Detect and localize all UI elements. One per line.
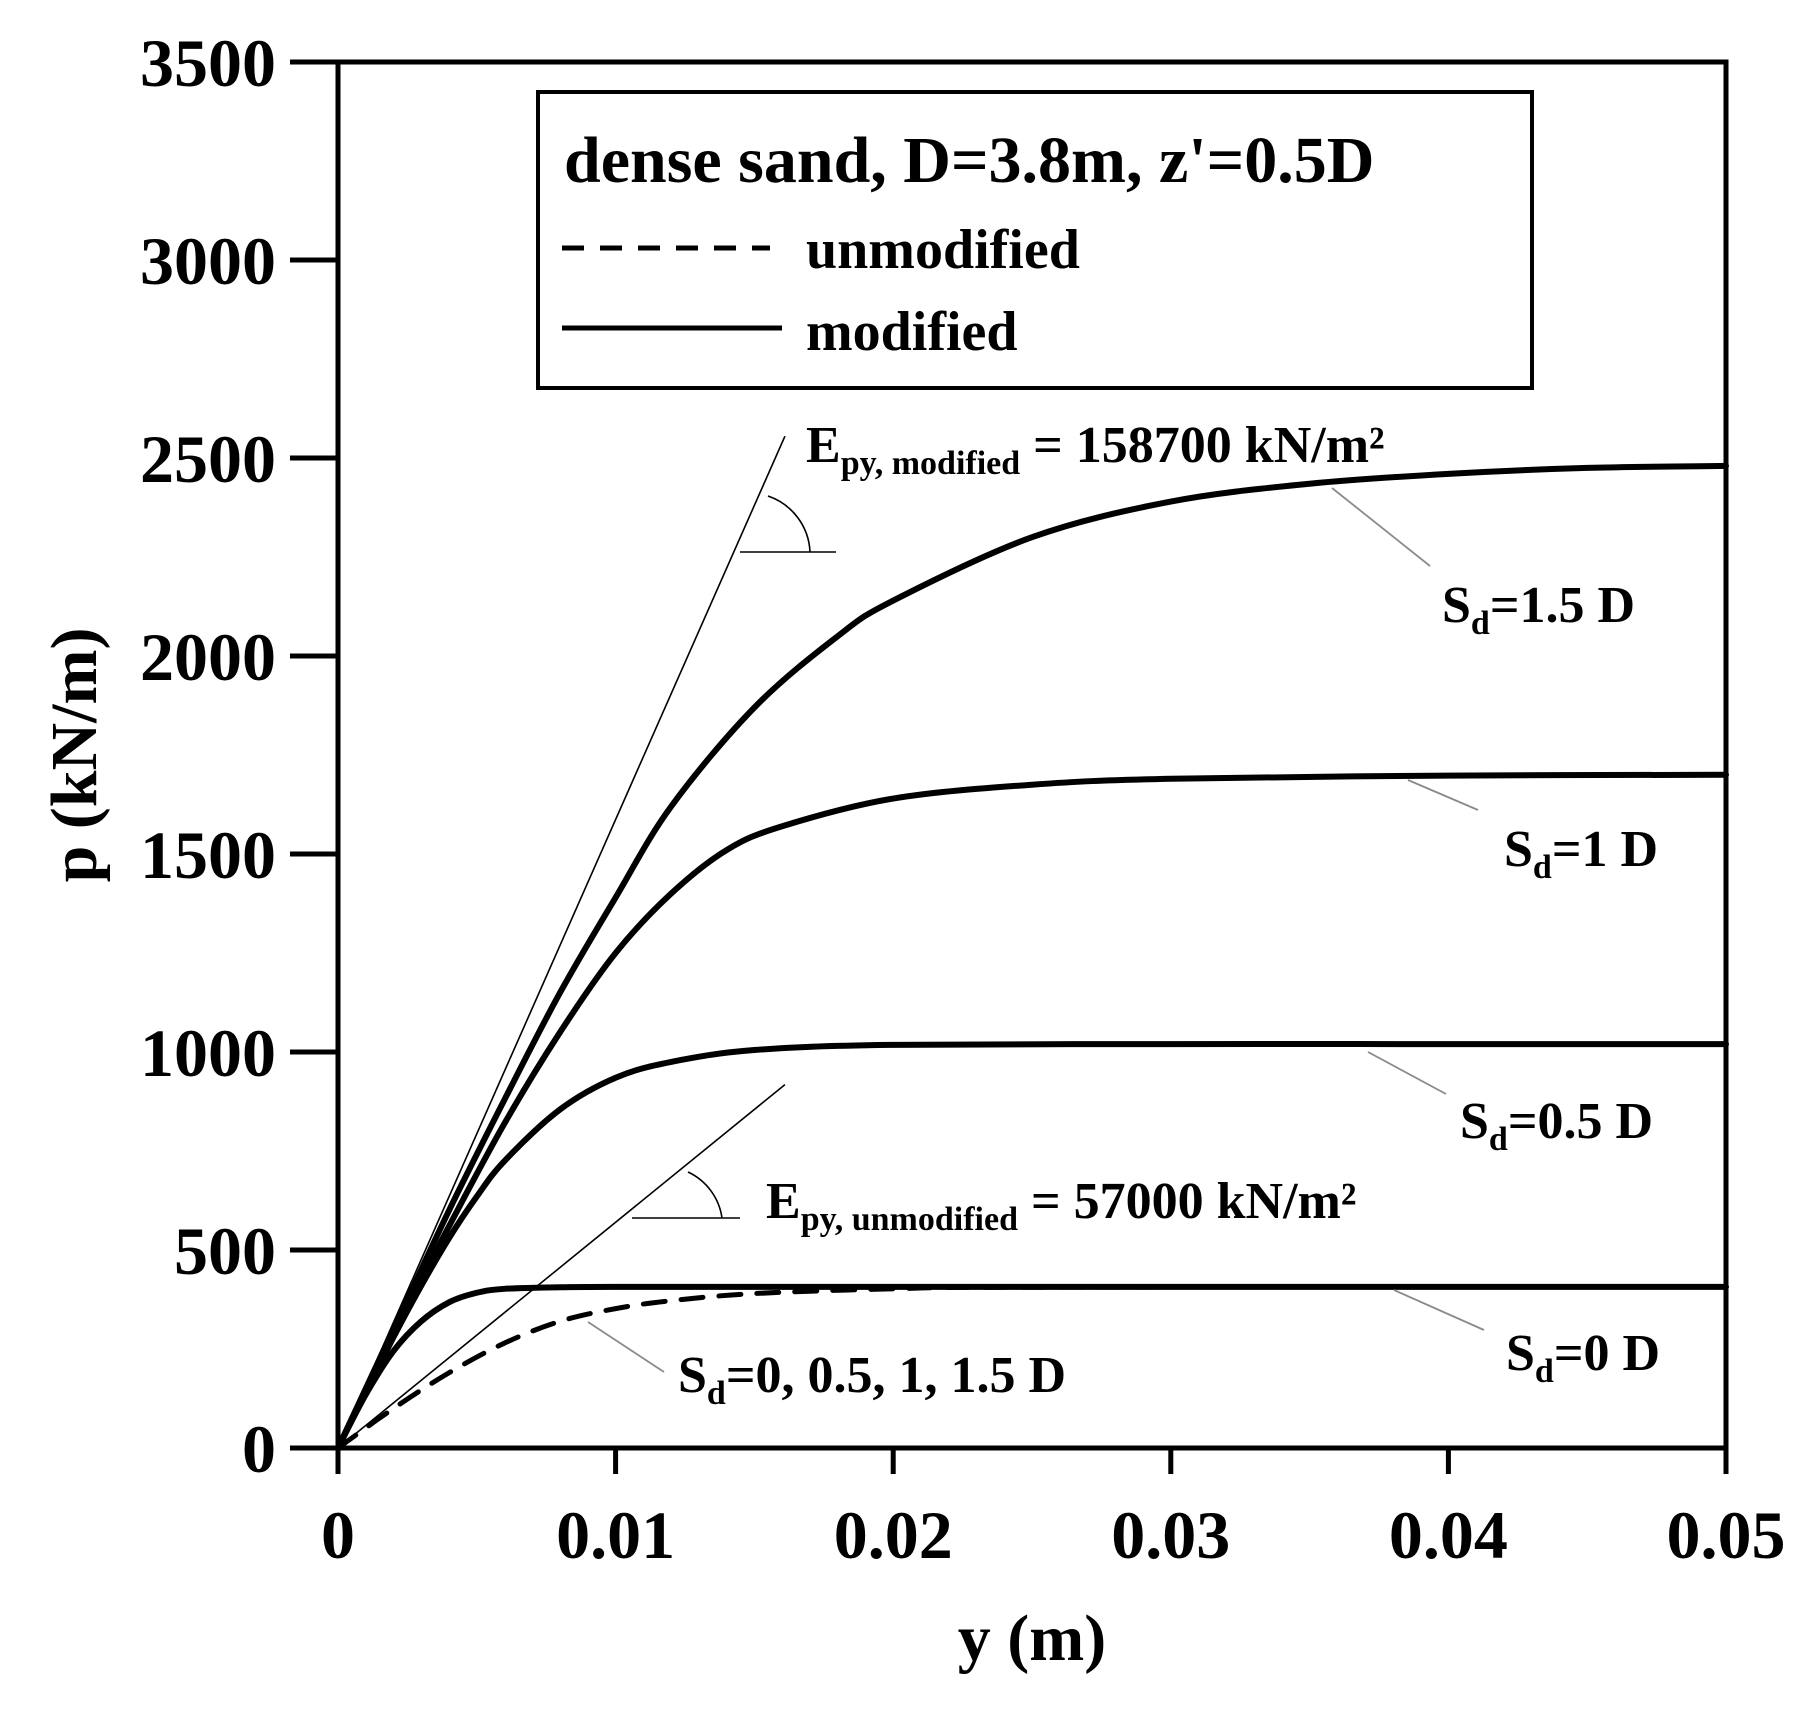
angle-arc-unmodified	[632, 1171, 740, 1219]
legend: dense sand, D=3.8m, z'=0.5D unmodified m…	[536, 90, 1534, 390]
annotation-sd-0-sub: d	[1535, 1353, 1554, 1390]
annotation-sd-0-5: Sd=0.5 D	[1460, 1093, 1653, 1158]
legend-title: dense sand, D=3.8m, z'=0.5D	[564, 124, 1374, 197]
annotation-epy-unmodified-sub: py, unmodified	[801, 1201, 1018, 1238]
series-group	[335, 462, 1729, 1451]
x-axis-title: y (m)	[958, 1602, 1106, 1675]
x-tick-label: 0	[321, 1497, 355, 1573]
series-modified-line-1	[335, 1041, 1729, 1451]
series-unmodified-line	[335, 1284, 1729, 1451]
annotation-sd-unmodified-main: S	[678, 1347, 707, 1404]
annotation-epy-unmodified-rest: = 57000 kN/m²	[1018, 1173, 1356, 1230]
legend-label-unmodified: unmodified	[806, 219, 1080, 281]
leader-line-sd-0	[1393, 1289, 1485, 1331]
annotation-sd-0-5-rest: =0.5 D	[1508, 1093, 1653, 1150]
series-modified-line-3	[335, 462, 1729, 1451]
slope-lines	[337, 435, 786, 1449]
y-tick-label: 2000	[140, 619, 276, 695]
x-axis-ticks: 0 0.01 0.02 0.03 0.04 0.05	[321, 1448, 1786, 1573]
x-tick-label: 0.05	[1667, 1497, 1786, 1573]
annotation-sd-1-5-main: S	[1442, 577, 1471, 634]
annotation-sd-1-5-sub: d	[1471, 605, 1490, 642]
annotation-sd-unmodified: Sd=0, 0.5, 1, 1.5 D	[678, 1347, 1066, 1412]
y-tick-label: 3500	[140, 25, 276, 101]
x-tick-label: 0.04	[1389, 1497, 1508, 1573]
y-tick-label: 3000	[140, 223, 276, 299]
leader-line-sd-1-5	[1331, 487, 1431, 567]
leader-line-sd-1	[1407, 779, 1479, 811]
annotation-epy-modified: Epy, modified = 158700 kN/m²	[806, 417, 1385, 482]
annotation-epy-unmodified-main: E	[766, 1173, 801, 1230]
annotation-sd-0-main: S	[1506, 1325, 1535, 1382]
annotation-sd-1: Sd=1 D	[1504, 821, 1658, 886]
annotation-sd-0: Sd=0 D	[1506, 1325, 1660, 1390]
annotation-sd-1-5-rest: =1.5 D	[1490, 577, 1635, 634]
annotation-sd-1-main: S	[1504, 821, 1533, 878]
y-tick-label: 1500	[140, 817, 276, 893]
annotation-epy-modified-main: E	[806, 417, 841, 474]
series-modified-line-2	[335, 771, 1729, 1451]
x-tick-label: 0.02	[834, 1497, 953, 1573]
leader-line-sd-unmodified	[587, 1321, 665, 1373]
x-tick-label: 0.03	[1111, 1497, 1230, 1573]
leader-line-sd-0-5	[1367, 1051, 1447, 1095]
annotation-sd-0-5-sub: d	[1489, 1121, 1508, 1158]
plot-frame	[335, 59, 1729, 1451]
y-tick-label: 2500	[140, 421, 276, 497]
annotation-sd-unmodified-rest: =0, 0.5, 1, 1.5 D	[726, 1347, 1066, 1404]
x-tick-label: 0.01	[556, 1497, 675, 1573]
y-axis-title: p (kN/m)	[38, 628, 111, 883]
annotation-sd-0-5-main: S	[1460, 1093, 1489, 1150]
annotation-epy-unmodified: Epy, unmodified = 57000 kN/m²	[766, 1173, 1356, 1238]
legend-label-modified: modified	[806, 301, 1018, 363]
annotation-sd-1-rest: =1 D	[1552, 821, 1658, 878]
y-axis-ticks: 0 500 1000 1500 2000 2500 3000 3500	[140, 25, 338, 1487]
slope-line-modified	[337, 435, 786, 1449]
annotation-sd-0-rest: =0 D	[1554, 1325, 1660, 1382]
legend-box	[536, 90, 1534, 390]
annotation-epy-modified-rest: = 158700 kN/m²	[1020, 417, 1384, 474]
y-tick-label: 500	[174, 1213, 276, 1289]
annotation-epy-modified-sub: py, modified	[841, 445, 1021, 482]
annotation-sd-1-sub: d	[1533, 849, 1552, 886]
annotation-sd-unmodified-sub: d	[707, 1375, 726, 1412]
annotation-sd-1-5: Sd=1.5 D	[1442, 577, 1635, 642]
y-tick-label: 1000	[140, 1015, 276, 1091]
slope-line-unmodified	[337, 1083, 786, 1449]
angle-arc-modified	[740, 495, 836, 553]
y-tick-label: 0	[242, 1411, 276, 1487]
